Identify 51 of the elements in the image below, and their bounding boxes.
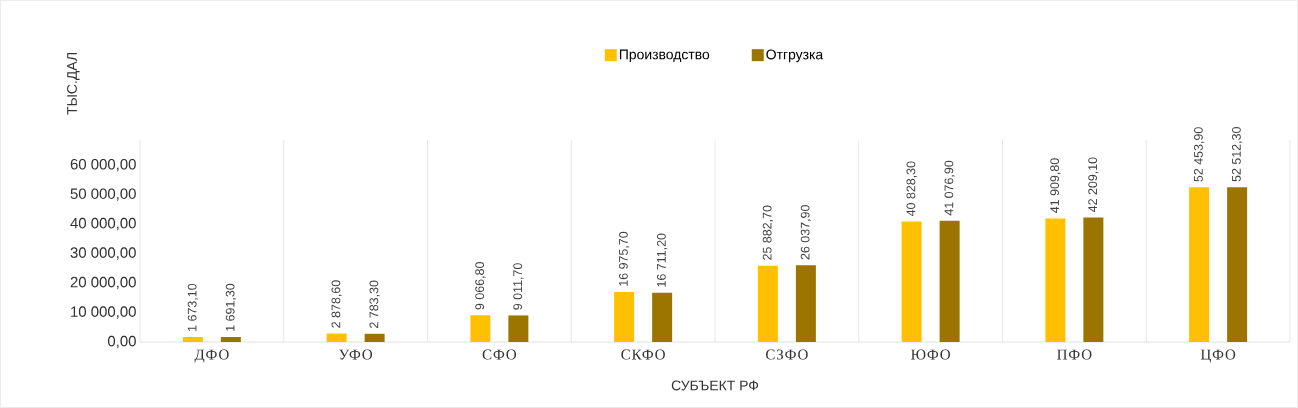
bar bbox=[901, 221, 922, 342]
x-tick-label: СФО bbox=[482, 349, 517, 360]
bar bbox=[220, 337, 241, 342]
data-label: 1 691,30 bbox=[225, 283, 237, 331]
data-label: 16 711,20 bbox=[656, 233, 668, 287]
x-tick-label: СЗФО bbox=[766, 349, 808, 360]
y-tick-label: 60 000,00 bbox=[70, 158, 136, 172]
bar bbox=[757, 265, 778, 342]
bar bbox=[1083, 217, 1104, 342]
data-label: 2 878,60 bbox=[331, 280, 342, 328]
y-tick-label: 40 000,00 bbox=[70, 217, 136, 231]
y-tick-label: 0,00 bbox=[107, 335, 136, 349]
legend-label: Отгрузка bbox=[766, 49, 824, 63]
bar bbox=[364, 333, 385, 342]
data-label: 52 453,90 bbox=[1193, 127, 1205, 182]
legend-label: Производство bbox=[619, 49, 710, 63]
bar bbox=[508, 315, 529, 342]
bar bbox=[795, 265, 816, 342]
data-label: 1 673,10 bbox=[187, 283, 199, 331]
x-tick-label: УФО bbox=[339, 349, 373, 360]
bar bbox=[1189, 187, 1210, 342]
bar bbox=[939, 220, 960, 342]
data-label: 2 783,30 bbox=[369, 280, 380, 328]
bar bbox=[614, 291, 635, 342]
x-tick-label: ПФО bbox=[1057, 349, 1092, 360]
bar bbox=[326, 333, 347, 342]
y-tick-label: 10 000,00 bbox=[71, 306, 136, 319]
y-tick-label: 50 000,00 bbox=[70, 188, 136, 201]
x-axis-title: СУБЪЕКТ РФ bbox=[671, 380, 759, 391]
bar bbox=[1045, 218, 1066, 342]
data-label: 40 828,30 bbox=[906, 161, 917, 217]
bar bbox=[1227, 187, 1248, 342]
bar bbox=[470, 315, 491, 342]
y-tick-label: 30 000,00 bbox=[70, 247, 136, 260]
data-label: 41 909,80 bbox=[1050, 158, 1061, 213]
y-axis-title: ТЫС.ДАЛ bbox=[67, 53, 80, 115]
data-label: 9 011,70 bbox=[513, 263, 524, 310]
x-tick-label: СКФО bbox=[621, 349, 665, 360]
data-label: 26 037,90 bbox=[800, 205, 812, 260]
x-tick-label: ЦФО bbox=[1200, 349, 1236, 363]
bar bbox=[652, 292, 673, 342]
x-tick-label: ДФО bbox=[194, 349, 229, 363]
data-label: 42 209,10 bbox=[1088, 157, 1099, 213]
y-tick-label: 20 000,00 bbox=[70, 276, 136, 290]
data-label: 9 066,80 bbox=[475, 262, 486, 310]
bar bbox=[182, 337, 203, 342]
data-label: 16 975,70 bbox=[618, 231, 630, 286]
data-label: 52 512,30 bbox=[1231, 127, 1243, 182]
x-tick-label: ЮФО bbox=[911, 349, 950, 360]
data-label: 41 076,90 bbox=[944, 160, 955, 216]
data-label: 25 882,70 bbox=[762, 205, 774, 260]
